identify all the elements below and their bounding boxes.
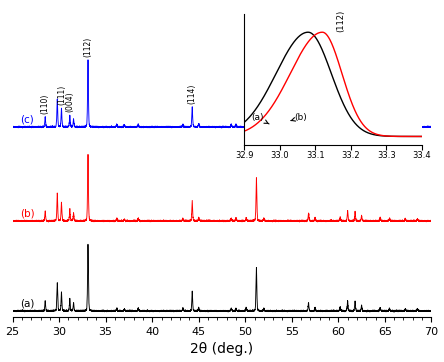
Text: (004): (004)	[65, 91, 74, 112]
Text: (a): (a)	[251, 113, 269, 124]
Text: (c): (c)	[20, 114, 34, 125]
Text: (112): (112)	[337, 10, 345, 32]
Text: (112): (112)	[83, 37, 92, 57]
Text: (b): (b)	[291, 113, 307, 122]
Text: (b): (b)	[20, 209, 35, 219]
Text: (300): (300)	[252, 60, 261, 80]
Text: (114): (114)	[188, 83, 197, 104]
X-axis label: 2θ (deg.): 2θ (deg.)	[190, 342, 254, 357]
Text: (111): (111)	[57, 85, 66, 105]
Text: (a): (a)	[20, 299, 35, 308]
Text: (110): (110)	[41, 93, 50, 114]
